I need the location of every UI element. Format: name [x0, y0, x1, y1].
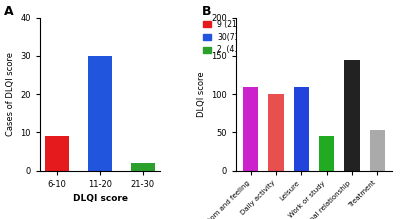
- Y-axis label: Cases of DLQI score: Cases of DLQI score: [6, 52, 15, 136]
- Bar: [294, 87, 309, 171]
- X-axis label: DLQI score: DLQI score: [72, 194, 128, 203]
- Bar: [88, 56, 112, 171]
- Bar: [370, 130, 385, 171]
- Bar: [344, 60, 360, 171]
- Bar: [46, 136, 69, 171]
- Bar: [243, 87, 258, 171]
- Legend: 9 (21.9%), 30(73.2%), 2  (4.9%): 9 (21.9%), 30(73.2%), 2 (4.9%): [202, 18, 258, 56]
- Text: B: B: [202, 5, 211, 18]
- Text: A: A: [4, 5, 14, 18]
- Bar: [131, 163, 154, 171]
- Bar: [319, 136, 334, 171]
- Y-axis label: DLQI score: DLQI score: [197, 71, 206, 117]
- Bar: [268, 94, 284, 171]
